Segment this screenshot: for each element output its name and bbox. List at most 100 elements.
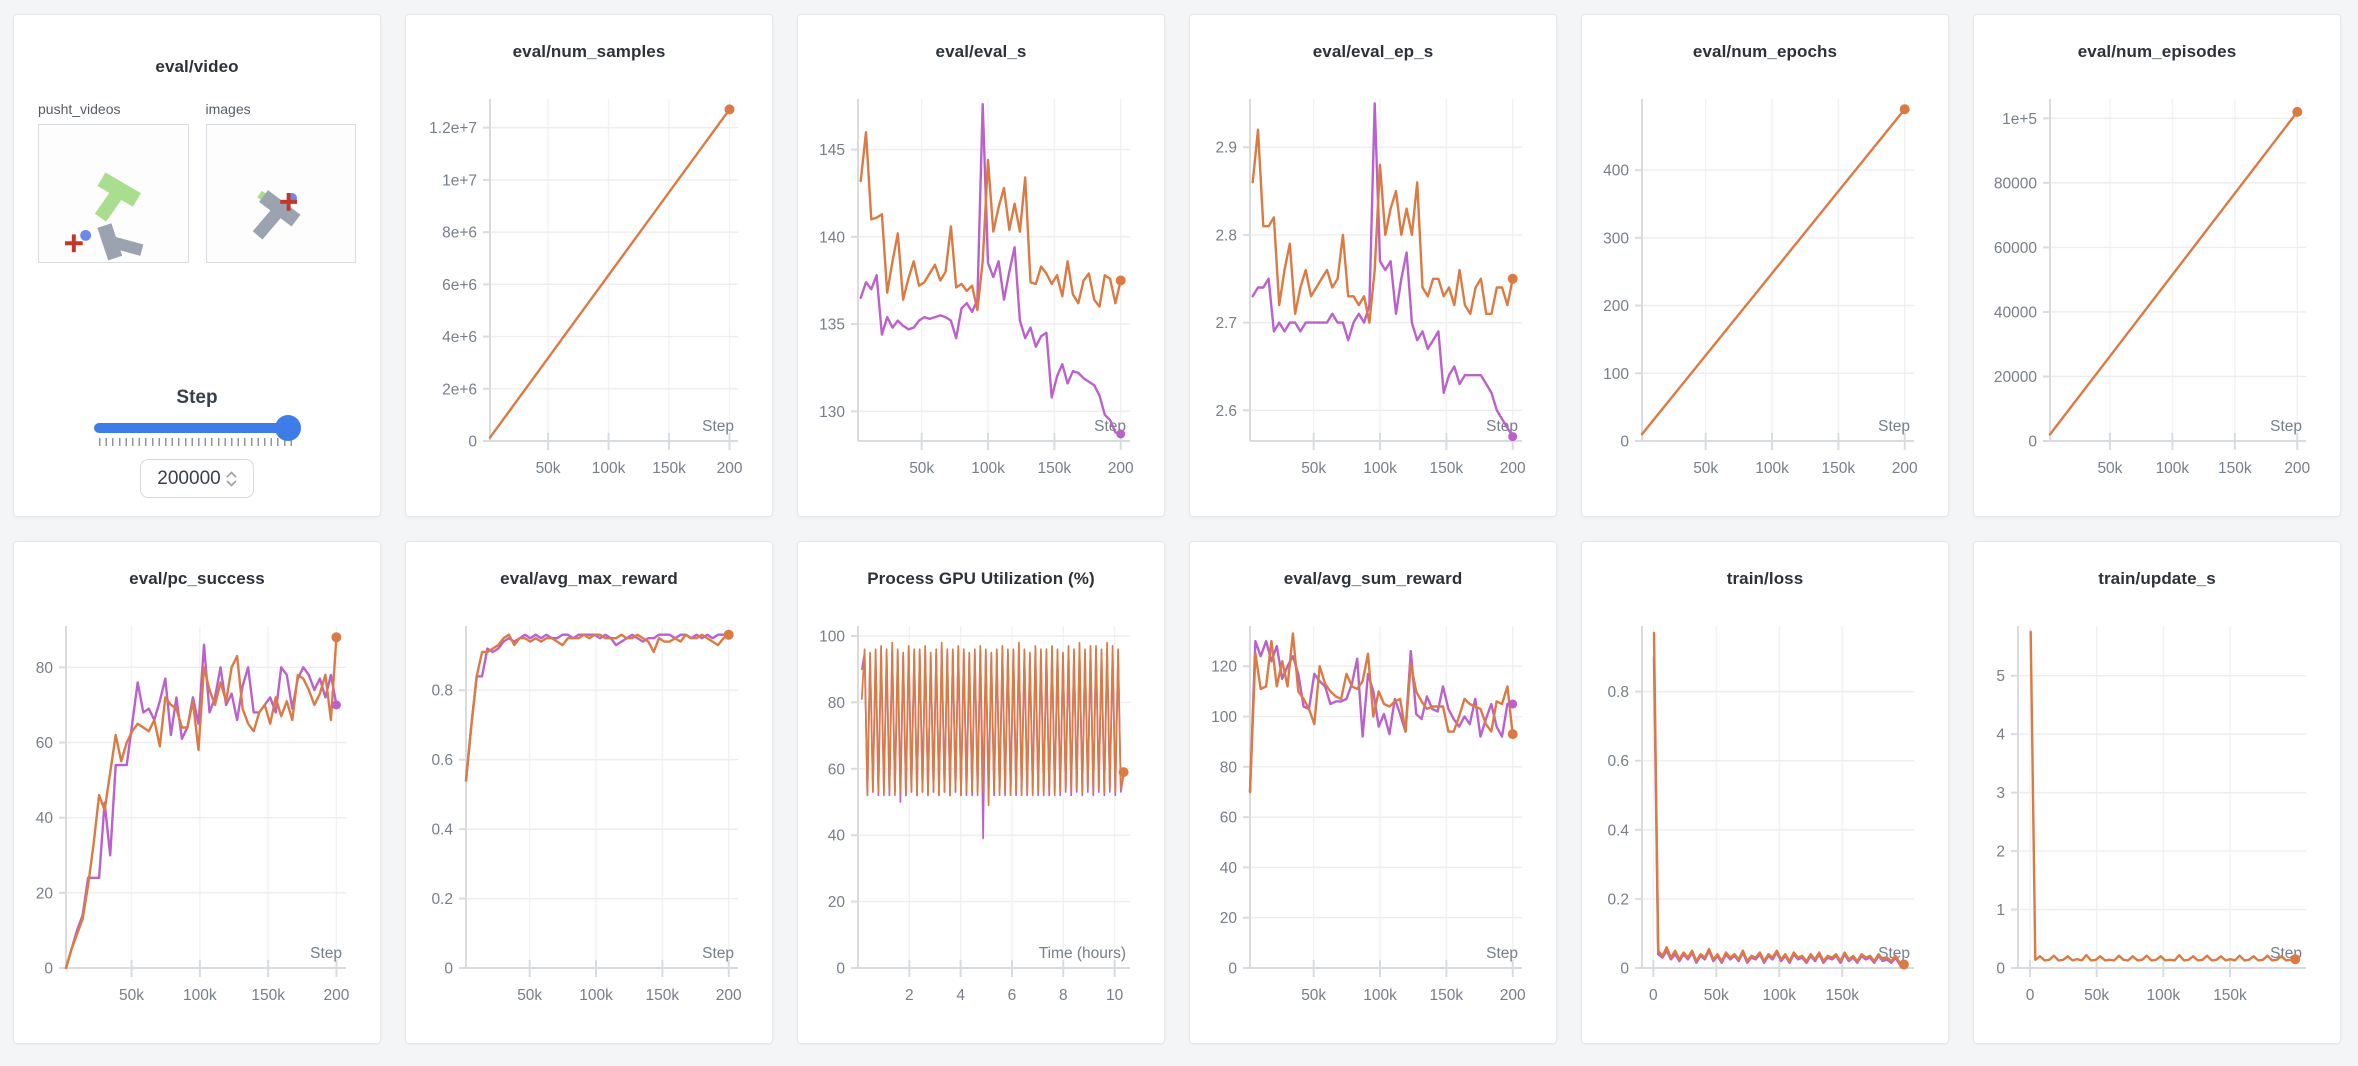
series-line-run-orange[interactable] xyxy=(1652,631,1906,966)
axis-text: 60 xyxy=(1220,810,1238,827)
series-line-run-orange[interactable] xyxy=(464,633,730,782)
axis-text: 150k xyxy=(652,460,686,477)
series-line-run-orange[interactable] xyxy=(1640,107,1906,436)
axis-text: 150k xyxy=(646,987,680,1004)
series-end-dot xyxy=(331,700,341,710)
media-label: pusht_videos xyxy=(38,101,121,117)
axis-text: 150k xyxy=(1825,987,1859,1004)
series-line-run-orange[interactable] xyxy=(859,130,1122,312)
axis-text: 40 xyxy=(1220,860,1238,877)
panel-title: train/update_s xyxy=(2098,569,2216,588)
axis-text: 2.8 xyxy=(1215,227,1237,244)
panel-eval-num-samples: eval/num_samples 0 2e+6 4e+6 6e+6 8e+6 1e+7 1.2… xyxy=(405,14,773,517)
series-line-run-orange[interactable] xyxy=(1248,632,1514,794)
axis-text: 100k xyxy=(592,460,626,477)
axis-text: 145 xyxy=(819,142,845,159)
chart-canvas[interactable]: 0 2e+6 4e+6 6e+6 8e+6 1e+7 1.2e+7 50k 100k 150k 20… xyxy=(406,15,773,515)
chart-canvas[interactable]: 0 20 40 60 80 100 120 50k 100k 150k 200 Step xyxy=(1190,542,1557,1042)
axis-text: 6 xyxy=(1008,987,1017,1004)
axis-text: 20000 xyxy=(1994,369,2037,386)
axis-text: 100k xyxy=(1762,987,1796,1004)
series-end-dot xyxy=(1508,432,1518,442)
panel-eval-num-epochs: eval/num_epochs 0 100 200 300 400 50k 100k 150k 2… xyxy=(1581,14,1949,517)
series-line-run-orange[interactable] xyxy=(1251,128,1514,324)
panel-train-update-s: train/update_s 0 1 2 3 4 5 0 50k 100k 150k Step xyxy=(1973,541,2341,1044)
axis-text: 50k xyxy=(1301,987,1326,1004)
axis-text: 130 xyxy=(819,404,845,421)
series-line-run-purple[interactable] xyxy=(464,633,730,782)
series-end-dot xyxy=(1116,429,1126,439)
axis-text: 200 xyxy=(1603,298,1629,315)
axis-text: 50k xyxy=(2084,987,2109,1004)
series-line-run-purple[interactable] xyxy=(859,102,1122,436)
axis-text: 0.8 xyxy=(1607,684,1629,701)
panel-eval-eval-s: eval/eval_s 130 135 140 145 50k 100k 150k 200 Ste… xyxy=(797,14,1165,517)
panel-title: eval/num_samples xyxy=(512,42,666,61)
series-line-run-orange[interactable] xyxy=(860,641,1125,807)
axis-text: 0.2 xyxy=(1607,891,1629,908)
gray-t-shape xyxy=(97,223,144,261)
panel-eval-video: eval/video pusht_videos xyxy=(13,14,381,517)
series-line-run-purple[interactable] xyxy=(1251,102,1514,438)
series-end-dot xyxy=(1507,729,1518,740)
axis-text: 100k xyxy=(1755,460,1789,477)
series-line-run-purple[interactable] xyxy=(1248,639,1514,794)
panel-title: eval/avg_sum_reward xyxy=(1283,569,1463,588)
axis-text: 4e+6 xyxy=(442,329,477,346)
axis-text: 4 xyxy=(1996,727,2005,744)
panel-title: eval/num_episodes xyxy=(2077,42,2237,61)
axis-text: 3 xyxy=(1996,785,2005,802)
axis-text: 20 xyxy=(1220,910,1238,927)
axis-text: 0.8 xyxy=(431,683,453,700)
chevron-up-icon[interactable] xyxy=(226,470,237,478)
axis-text: 2.6 xyxy=(1215,403,1237,420)
axis-text: 20 xyxy=(36,885,54,902)
axis-text: 100k xyxy=(183,987,217,1004)
axis-text: 2 xyxy=(905,987,914,1004)
goal-cross xyxy=(279,193,297,211)
axis-text: 200 xyxy=(717,460,743,477)
chart-canvas[interactable]: 0 20 40 60 80 50k 100k 150k 200 Step xyxy=(14,542,381,1042)
step-number-input[interactable]: 200000 xyxy=(140,459,254,498)
panel-eval-pc-success: eval/pc_success 0 20 40 60 80 50k 100k 150k 200 St… xyxy=(13,541,381,1044)
series-line-run-purple[interactable] xyxy=(64,643,338,970)
axis-text: 50k xyxy=(909,460,934,477)
series-line-run-orange[interactable] xyxy=(488,108,731,439)
axis-text: 1 xyxy=(1996,902,2005,919)
stepper-arrows[interactable] xyxy=(226,470,237,487)
axis-text: 150k xyxy=(2218,460,2252,477)
axis-text: Step xyxy=(1486,945,1518,962)
series-line-run-orange[interactable] xyxy=(2048,110,2299,436)
axis-text: 50k xyxy=(119,987,144,1004)
chart-canvas[interactable]: 0 0.2 0.4 0.6 0.8 50k 100k 150k 200 Step xyxy=(406,542,773,1042)
pusht-video-thumbnail[interactable] xyxy=(38,124,189,263)
step-slider[interactable] xyxy=(94,415,301,441)
axis-text: 1e+7 xyxy=(442,172,477,189)
axis-text: 100 xyxy=(1211,709,1237,726)
step-slider-handle[interactable] xyxy=(274,415,301,441)
axis-text: 0.6 xyxy=(431,752,453,769)
chart-canvas[interactable]: 0 100 200 300 400 50k 100k 150k 200 Step xyxy=(1582,15,1949,515)
axis-text: Step xyxy=(1878,418,1910,435)
series-line-run-orange[interactable] xyxy=(2029,630,2297,962)
chart-canvas[interactable]: 0 20 40 60 80 100 2 4 6 8 10 Time (hours) xyxy=(798,542,1165,1042)
axis-text: 100k xyxy=(2156,460,2190,477)
chart-canvas[interactable]: 0 20000 40000 60000 80000 1e+5 50k 100k 150k 200 S… xyxy=(1974,15,2341,515)
axis-text: 0.2 xyxy=(431,891,453,908)
chevron-down-icon[interactable] xyxy=(226,479,237,487)
panel-eval-num-episodes: eval/num_episodes 0 20000 40000 60000 80000 1e… xyxy=(1973,14,2341,517)
axis-text: 5 xyxy=(1996,668,2005,685)
axis-text: 0 xyxy=(2026,987,2035,1004)
axis-text: 80000 xyxy=(1994,175,2037,192)
axis-text: 200 xyxy=(716,987,742,1004)
goal-cross xyxy=(64,234,83,253)
series-end-dot xyxy=(331,632,342,643)
panel-title: eval/video xyxy=(155,57,239,76)
images-thumbnail[interactable] xyxy=(205,124,357,263)
series-line-run-orange[interactable] xyxy=(64,636,338,970)
axis-text: 200 xyxy=(2284,460,2310,477)
